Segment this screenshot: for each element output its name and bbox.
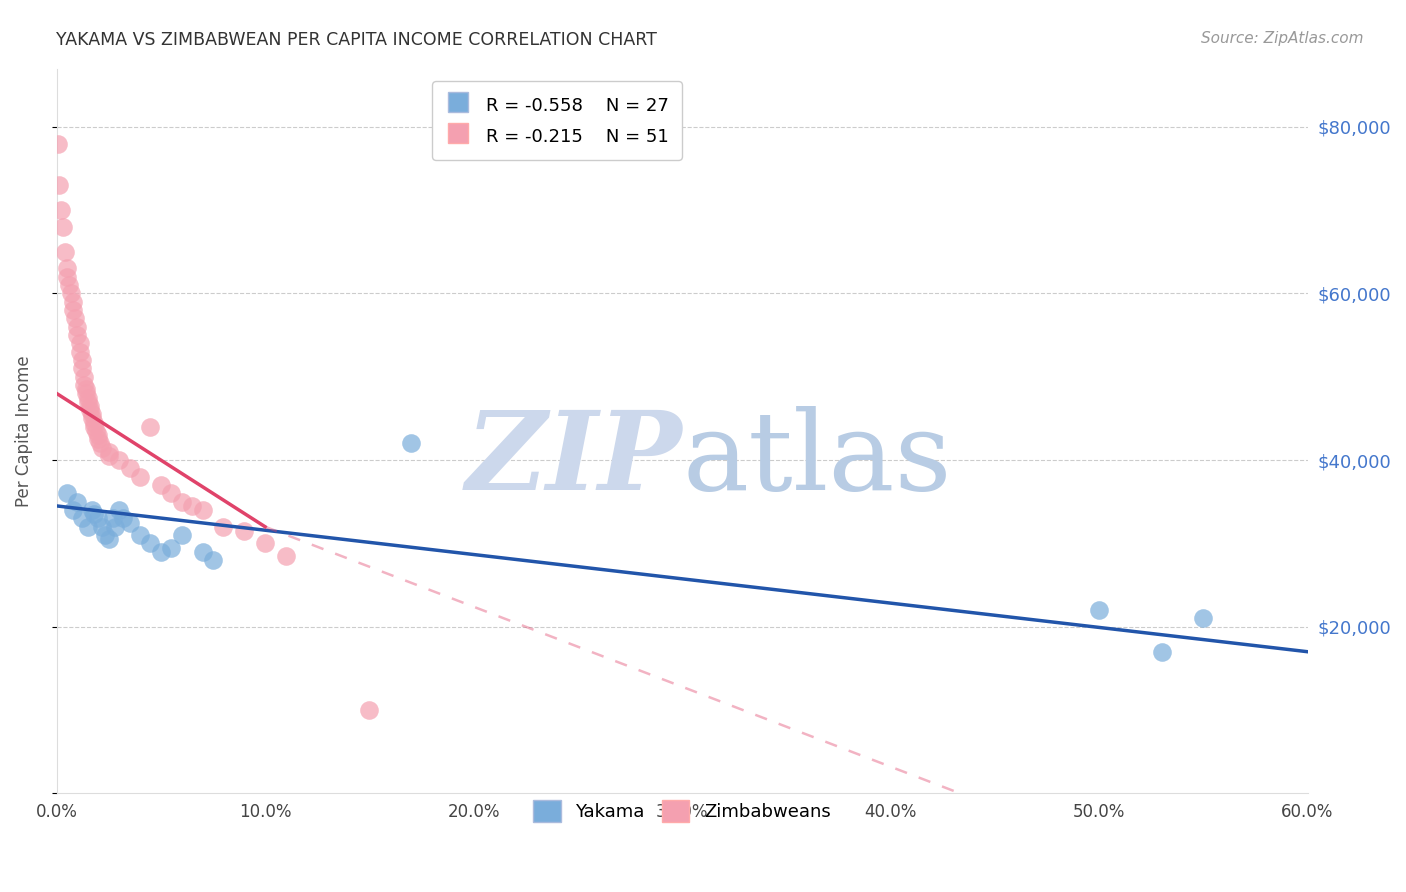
Point <box>160 541 183 555</box>
Point <box>118 516 141 530</box>
Point <box>79 399 101 413</box>
Point <box>112 511 135 525</box>
Point <box>66 495 89 509</box>
Text: Source: ZipAtlas.com: Source: ZipAtlas.com <box>1201 31 1364 46</box>
Point <box>75 382 97 396</box>
Point <box>1150 645 1173 659</box>
Point <box>65 311 87 326</box>
Point <box>170 528 193 542</box>
Point <box>66 319 89 334</box>
Text: atlas: atlas <box>682 407 952 514</box>
Point <box>49 203 72 218</box>
Point <box>62 303 84 318</box>
Point <box>139 536 162 550</box>
Point <box>70 353 93 368</box>
Point <box>1088 603 1111 617</box>
Point <box>60 286 83 301</box>
Point <box>62 294 84 309</box>
Point <box>52 219 75 234</box>
Point <box>108 453 131 467</box>
Point <box>181 499 204 513</box>
Point <box>75 386 97 401</box>
Point <box>201 553 224 567</box>
Point <box>233 524 256 538</box>
Point <box>80 407 103 421</box>
Point <box>56 261 79 276</box>
Point <box>69 344 91 359</box>
Point <box>66 328 89 343</box>
Point <box>118 461 141 475</box>
Point <box>80 411 103 425</box>
Point <box>79 403 101 417</box>
Point <box>129 469 152 483</box>
Point <box>212 520 235 534</box>
Point <box>48 178 70 193</box>
Point <box>69 336 91 351</box>
Point <box>83 416 105 430</box>
Point <box>97 444 120 458</box>
Point <box>58 278 80 293</box>
Point <box>91 441 114 455</box>
Legend: Yakama, Zimbabweans: Yakama, Zimbabweans <box>520 788 844 835</box>
Point <box>91 520 114 534</box>
Point <box>139 419 162 434</box>
Point <box>56 269 79 284</box>
Point <box>149 545 172 559</box>
Point <box>254 536 277 550</box>
Point <box>77 520 100 534</box>
Point <box>97 449 120 463</box>
Point <box>70 511 93 525</box>
Point <box>53 244 76 259</box>
Point <box>87 432 110 446</box>
Point <box>83 508 105 522</box>
Point <box>149 478 172 492</box>
Point <box>83 419 105 434</box>
Y-axis label: Per Capita Income: Per Capita Income <box>15 355 32 507</box>
Point <box>46 136 69 151</box>
Text: YAKAMA VS ZIMBABWEAN PER CAPITA INCOME CORRELATION CHART: YAKAMA VS ZIMBABWEAN PER CAPITA INCOME C… <box>56 31 657 49</box>
Point <box>129 528 152 542</box>
Point <box>191 545 214 559</box>
Point <box>104 520 127 534</box>
Text: ZIP: ZIP <box>465 406 682 514</box>
Point <box>77 394 100 409</box>
Point <box>274 549 297 563</box>
Point <box>191 503 214 517</box>
Point <box>87 511 110 525</box>
Point <box>101 511 124 525</box>
Point <box>73 369 96 384</box>
Point <box>87 428 110 442</box>
Point <box>1192 611 1215 625</box>
Point <box>108 503 131 517</box>
Point <box>62 503 84 517</box>
Point <box>170 495 193 509</box>
Point <box>70 361 93 376</box>
Point <box>399 436 422 450</box>
Point <box>73 378 96 392</box>
Point <box>77 391 100 405</box>
Point <box>80 503 103 517</box>
Point <box>160 486 183 500</box>
Point <box>359 703 381 717</box>
Point <box>89 436 111 450</box>
Point <box>56 486 79 500</box>
Point <box>84 424 107 438</box>
Point <box>93 528 115 542</box>
Point <box>97 533 120 547</box>
